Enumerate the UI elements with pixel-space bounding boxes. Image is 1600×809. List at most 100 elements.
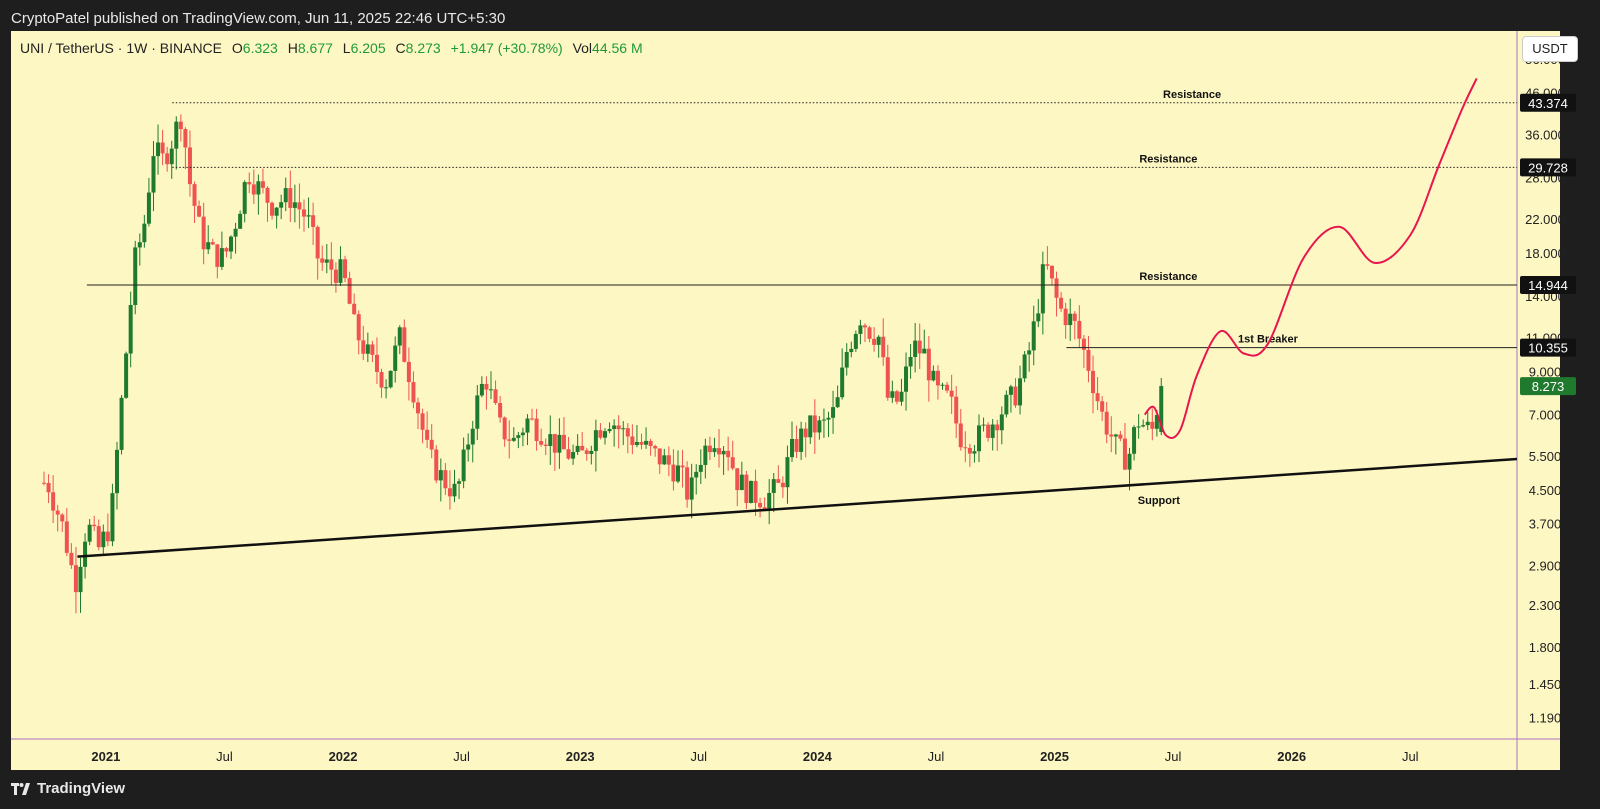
high-label: H — [287, 40, 298, 56]
candle-body — [292, 202, 297, 208]
candle-body — [105, 531, 110, 542]
candle-body — [438, 470, 443, 481]
price-badge-text: 14.944 — [1528, 278, 1568, 293]
currency-unit-button[interactable]: USDT — [1522, 36, 1578, 62]
candle-body — [972, 451, 977, 454]
candle-body — [1154, 414, 1159, 429]
candle-body — [817, 420, 822, 433]
candle-body — [922, 348, 927, 354]
candle-body — [1081, 338, 1086, 350]
candle-body — [666, 455, 671, 465]
symbol-name: UNI / TetherUS · 1W · BINANCE — [20, 40, 223, 56]
publish-text: CryptoPatel published on TradingView.com… — [11, 10, 506, 27]
support-label: Support — [1138, 495, 1180, 507]
candle-body — [229, 236, 234, 252]
footer: TradingView — [0, 770, 1600, 809]
candle-body — [242, 182, 247, 214]
candle-body — [183, 129, 188, 148]
candle-body — [1141, 425, 1146, 427]
candle-body — [1122, 438, 1127, 470]
candle-body — [260, 181, 265, 188]
x-tick-label: Jul — [928, 749, 945, 764]
level-label: Resistance — [1163, 89, 1221, 101]
y-tick-label: 2.300 — [1529, 598, 1562, 613]
x-tick-label: 2022 — [329, 749, 358, 764]
candle-body — [995, 424, 1000, 431]
candle-body — [110, 493, 115, 542]
candle-body — [913, 340, 918, 357]
candle-body — [812, 415, 817, 433]
candle-body — [598, 430, 603, 438]
change-value: +1.947 (+30.78%) — [450, 40, 563, 56]
y-tick-label: 5.500 — [1529, 449, 1562, 464]
candle-body — [283, 188, 288, 203]
support-line — [77, 457, 1518, 558]
candle-body — [986, 424, 991, 438]
candle-body — [835, 397, 840, 408]
y-tick-label: 4.500 — [1529, 483, 1562, 498]
candle-body — [862, 325, 867, 328]
candle-body — [530, 418, 535, 420]
candle-body — [1104, 411, 1109, 435]
candle-body — [78, 566, 83, 593]
candle-body — [721, 450, 726, 455]
candle-body — [949, 390, 954, 397]
last-price-text: 8.273 — [1532, 379, 1565, 394]
candle-body — [1045, 264, 1050, 266]
candle-body — [1049, 265, 1054, 279]
candle-body — [694, 471, 699, 478]
candle-body — [1095, 393, 1100, 402]
candle-body — [853, 333, 858, 349]
candle-body — [315, 226, 320, 259]
close-label: C — [395, 40, 406, 56]
candle-body — [1132, 427, 1137, 454]
candle-body — [894, 391, 899, 402]
price-levels: Resistance Resistance Resistance 1st Breake… — [86, 89, 1517, 349]
x-tick-label: Jul — [216, 749, 233, 764]
candle-body — [197, 205, 202, 217]
candle-body — [265, 187, 270, 203]
candle-body — [297, 202, 302, 210]
candle-body — [288, 188, 293, 208]
candle-body — [479, 383, 484, 396]
candle-body — [343, 259, 348, 279]
candle-body — [457, 481, 462, 484]
candle-body — [739, 474, 744, 491]
candle-body — [758, 502, 763, 508]
candle-body — [621, 428, 626, 430]
candle-body — [443, 470, 448, 489]
price-badge — [1520, 338, 1576, 357]
candle-body — [133, 247, 138, 305]
x-tick-label: Jul — [453, 749, 470, 764]
candle-body — [557, 434, 562, 453]
candle-body — [1068, 313, 1073, 326]
candles — [42, 114, 1164, 614]
candle-body — [488, 389, 493, 391]
candle-body — [484, 383, 489, 390]
price-badge — [1520, 158, 1576, 177]
candle-body — [780, 482, 785, 488]
candle-body — [1063, 308, 1068, 326]
candle-body — [270, 202, 275, 216]
brand-name: TradingView — [37, 780, 126, 797]
candle-body — [192, 184, 197, 206]
candle-body — [1159, 386, 1164, 433]
candle-body — [338, 259, 343, 283]
candle-body — [201, 216, 206, 250]
candle-body — [904, 366, 909, 392]
candle-body — [1113, 434, 1118, 437]
candle-body — [69, 552, 74, 566]
candle-body — [356, 314, 361, 341]
candle-body — [831, 407, 836, 418]
candle-body — [958, 423, 963, 448]
symbol-legend: UNI / TetherUS · 1W · BINANCE O6.323 H8.… — [20, 40, 643, 56]
candle-body — [748, 480, 753, 503]
candle-body — [55, 510, 60, 515]
tradingview-logo[interactable]: TradingView — [11, 780, 125, 797]
candle-body — [899, 391, 904, 402]
x-tick-label: 2025 — [1040, 749, 1069, 764]
candle-body — [475, 395, 480, 429]
candle-body — [963, 447, 968, 449]
x-tick-label: Jul — [690, 749, 707, 764]
